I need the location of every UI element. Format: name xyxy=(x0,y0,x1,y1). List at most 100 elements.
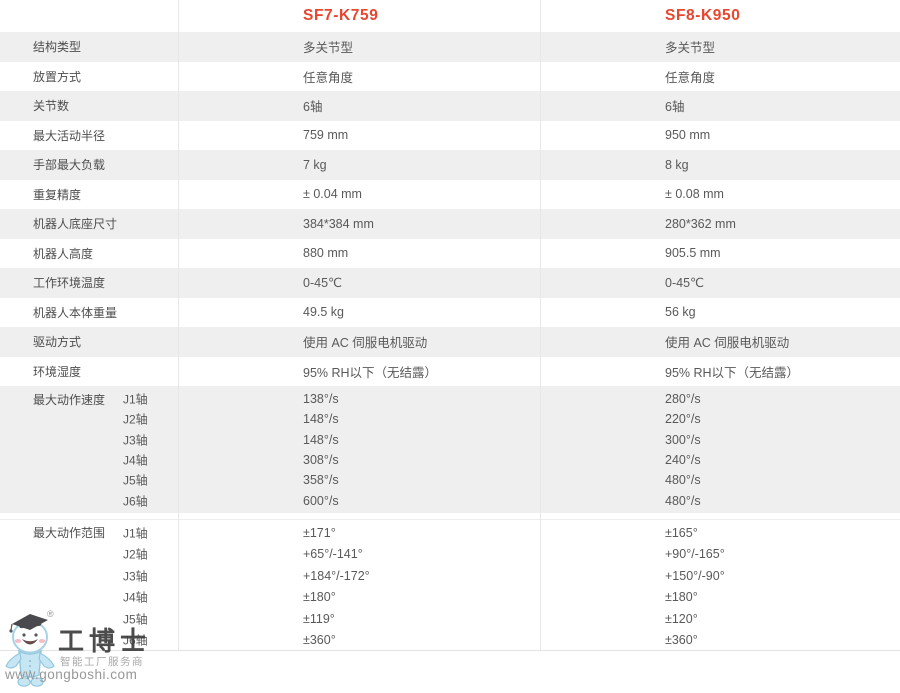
axis-row: J5轴 ±119° ±120° xyxy=(0,608,900,630)
sf8-value: 480°/s xyxy=(665,493,701,508)
sf8-value: 300°/s xyxy=(665,432,701,447)
sf8-value: 280*362 mm xyxy=(665,216,736,231)
axis-label: J2轴 xyxy=(123,547,148,562)
sf8-value: 使用 AC 伺服电机驱动 xyxy=(665,336,790,351)
sf7-value: 使用 AC 伺服电机驱动 xyxy=(303,336,428,351)
gongboshi-tagline: 智能工厂服务商 xyxy=(60,656,144,668)
axis-label: J5轴 xyxy=(123,473,148,488)
axis-label: J1轴 xyxy=(123,392,148,407)
sf8-value: 220°/s xyxy=(665,412,701,427)
row-label: 放置方式 xyxy=(33,69,82,84)
table-header-row: SF7-K759 SF8-K950 xyxy=(0,0,900,32)
sf8-value: 480°/s xyxy=(665,473,701,488)
axis-label: J1轴 xyxy=(123,526,148,541)
row-label: 环境湿度 xyxy=(33,364,82,379)
gongboshi-brand-text: 工博士 xyxy=(58,627,152,657)
sf7-value: 95% RH以下（无结露） xyxy=(303,365,438,380)
sf7-value: +65°/-141° xyxy=(303,547,363,562)
axis-label: J3轴 xyxy=(123,569,148,584)
row-label: 手部最大负载 xyxy=(33,158,106,173)
sf7-value: 6轴 xyxy=(303,100,323,115)
table-bottom-border xyxy=(0,650,900,651)
sf8-value: 280°/s xyxy=(665,392,701,407)
sf7-value: 600°/s xyxy=(303,493,339,508)
model-header-sf8-k950: SF8-K950 xyxy=(665,7,741,24)
axis-row: J2轴 +65°/-141° +90°/-165° xyxy=(0,543,900,565)
table-row: 机器人底座尺寸 384*384 mm 280*362 mm xyxy=(0,209,900,239)
sf8-value: +150°/-90° xyxy=(665,568,725,583)
axis-row: J4轴 ±180° ±180° xyxy=(0,586,900,608)
table-row: 关节数 6轴 6轴 xyxy=(0,91,900,121)
sf8-value: ±120° xyxy=(665,611,698,626)
axis-row: J3轴 +184°/-172° +150°/-90° xyxy=(0,565,900,587)
axis-label: J5轴 xyxy=(123,612,148,627)
table-row: 结构类型 多关节型 多关节型 xyxy=(0,32,900,62)
row-label: 驱动方式 xyxy=(33,335,82,350)
gongboshi-mascot-logo xyxy=(5,614,55,687)
registered-trademark-symbol: ® xyxy=(47,609,54,619)
axis-row: J2轴 148°/s 220°/s xyxy=(0,409,900,429)
spec-table: SF7-K759 SF8-K950 结构类型 多关节型 多关节型 放置方式 任意… xyxy=(0,0,900,653)
axis-row: J4轴 308°/s 240°/s xyxy=(0,450,900,470)
sf8-value: 任意角度 xyxy=(665,70,716,85)
sf7-value: 759 mm xyxy=(303,128,349,143)
gongboshi-watermark: ® 工博士 智能工厂服务商 www.gongboshi.com xyxy=(0,605,260,693)
sf8-value: ±180° xyxy=(665,590,698,605)
sf7-value: 7 kg xyxy=(303,157,327,172)
max-range-section: 最大动作范围 J1轴 ±171° ±165° J2轴 +65°/-141° +9… xyxy=(0,518,900,653)
axis-row: J3轴 148°/s 300°/s xyxy=(0,430,900,450)
axis-label: J4轴 xyxy=(123,590,148,605)
sf7-value: 148°/s xyxy=(303,432,339,447)
row-label: 最大活动半径 xyxy=(33,128,106,143)
axis-label: J4轴 xyxy=(123,453,148,468)
row-label: 工作环境温度 xyxy=(33,276,106,291)
axis-row: J6轴 600°/s 480°/s xyxy=(0,490,900,510)
table-row: 环境湿度 95% RH以下（无结露） 95% RH以下（无结露） xyxy=(0,357,900,387)
axis-row: J5轴 358°/s 480°/s xyxy=(0,470,900,490)
column-divider xyxy=(178,0,179,650)
row-label: 重复精度 xyxy=(33,187,82,202)
sf7-value: 880 mm xyxy=(303,246,349,261)
axis-row: J6轴 ±360° ±360° xyxy=(0,629,900,651)
sf8-value: 240°/s xyxy=(665,453,701,468)
sf7-value: ± 0.04 mm xyxy=(303,187,362,202)
sf8-value: 多关节型 xyxy=(665,41,716,56)
sf7-value: ±171° xyxy=(303,525,336,540)
axis-row: 最大动作范围 J1轴 ±171° ±165° xyxy=(0,522,900,544)
sf8-value: 6轴 xyxy=(665,100,685,115)
sf7-value: 49.5 kg xyxy=(303,305,345,320)
sf8-value: 905.5 mm xyxy=(665,246,721,261)
axis-label: J2轴 xyxy=(123,412,148,427)
max-speed-section: 最大动作速度 J1轴 138°/s 280°/s J2轴 148°/s 220°… xyxy=(0,386,900,513)
row-label: 机器人底座尺寸 xyxy=(33,217,118,232)
sf7-value: 358°/s xyxy=(303,473,339,488)
sf7-value: 384*384 mm xyxy=(303,216,374,231)
table-row: 重复精度 ± 0.04 mm ± 0.08 mm xyxy=(0,180,900,210)
table-row: 放置方式 任意角度 任意角度 xyxy=(0,62,900,92)
table-row: 机器人本体重量 49.5 kg 56 kg xyxy=(0,298,900,328)
column-divider xyxy=(540,0,541,650)
table-row: 工作环境温度 0-45℃ 0-45℃ xyxy=(0,268,900,298)
model-header-sf7-k759: SF7-K759 xyxy=(303,7,379,24)
section-label: 最大动作速度 xyxy=(33,392,106,407)
row-label: 机器人高度 xyxy=(33,246,94,261)
axis-label: J6轴 xyxy=(123,494,148,509)
table-row: 驱动方式 使用 AC 伺服电机驱动 使用 AC 伺服电机驱动 xyxy=(0,327,900,357)
sf8-value: 0-45℃ xyxy=(665,276,705,291)
sf8-value: +90°/-165° xyxy=(665,547,725,562)
sf8-value: 56 kg xyxy=(665,305,696,320)
sf8-value: 950 mm xyxy=(665,128,711,143)
sf7-value: 多关节型 xyxy=(303,41,354,56)
sf7-value: 任意角度 xyxy=(303,70,354,85)
sf8-value: ±165° xyxy=(665,525,698,540)
gongboshi-url: www.gongboshi.com xyxy=(5,667,138,682)
sf8-value: ±360° xyxy=(665,633,698,648)
axis-label: J6轴 xyxy=(123,633,148,648)
sf7-value: 148°/s xyxy=(303,412,339,427)
row-label: 机器人本体重量 xyxy=(33,305,118,320)
sf8-value: ± 0.08 mm xyxy=(665,187,724,202)
sf7-value: +184°/-172° xyxy=(303,568,370,583)
table-row: 手部最大负载 7 kg 8 kg xyxy=(0,150,900,180)
table-row: 最大活动半径 759 mm 950 mm xyxy=(0,121,900,151)
